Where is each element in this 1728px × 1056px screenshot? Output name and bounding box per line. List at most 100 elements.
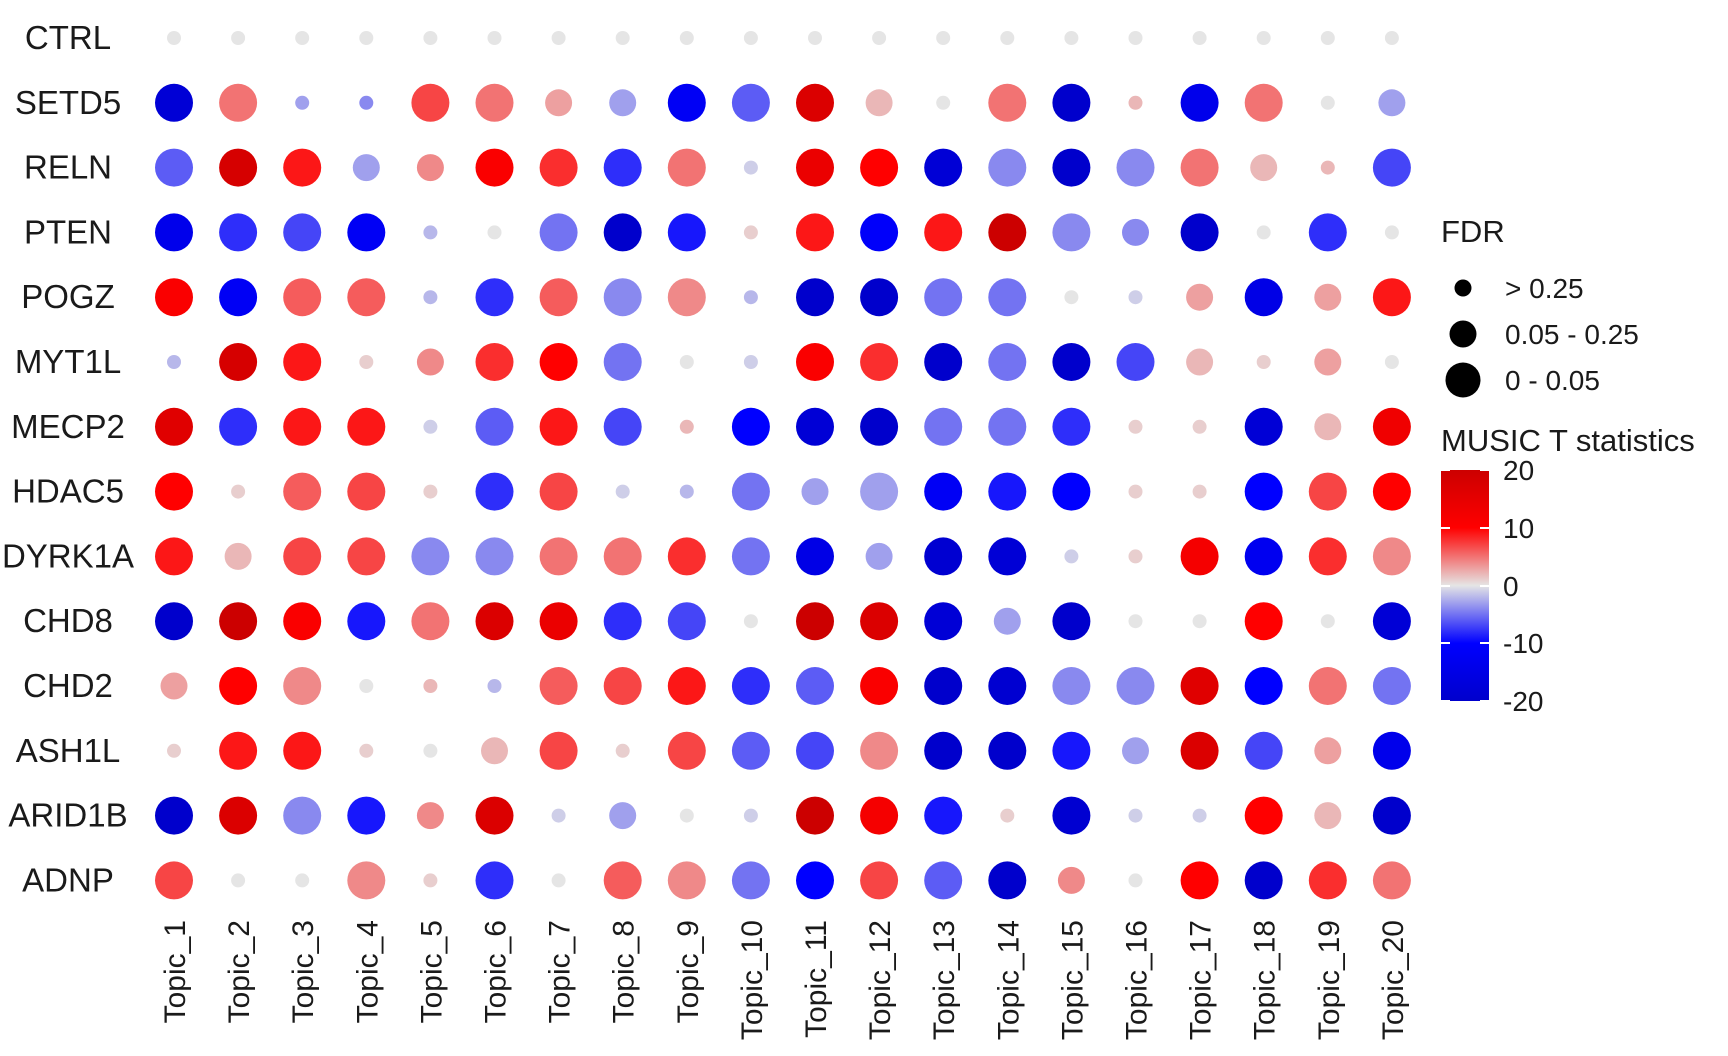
dots xyxy=(155,31,1411,900)
dot-setd5-topic-15 xyxy=(1052,83,1091,122)
dot-mecp2-topic-5 xyxy=(423,419,438,434)
dot-pten-topic-1 xyxy=(155,213,193,252)
dot-chd8-topic-18 xyxy=(1244,602,1283,641)
dot-adnp-topic-1 xyxy=(155,861,193,900)
dot-myt1l-topic-1 xyxy=(167,355,181,369)
column-label-topic-14: Topic_14 xyxy=(992,920,1025,1040)
dot-chd2-topic-7 xyxy=(539,667,578,705)
row-label-dyrk1a: DYRK1A xyxy=(2,537,134,574)
dot-dyrk1a-topic-17 xyxy=(1180,537,1219,576)
column-label-topic-20: Topic_20 xyxy=(1377,920,1410,1040)
dot-pten-topic-19 xyxy=(1308,213,1347,252)
dot-reln-topic-5 xyxy=(416,154,444,182)
dot-hdac5-topic-1 xyxy=(155,472,193,511)
dot-hdac5-topic-15 xyxy=(1052,472,1091,511)
dot-ctrl-topic-7 xyxy=(551,31,566,45)
dot-hdac5-topic-5 xyxy=(423,484,438,499)
dot-reln-topic-9 xyxy=(667,148,706,187)
dot-myt1l-topic-2 xyxy=(219,343,258,381)
dot-chd2-topic-12 xyxy=(860,667,899,705)
dot-chd8-topic-3 xyxy=(283,602,322,641)
dot-mecp2-topic-4 xyxy=(347,407,386,446)
dot-chd2-topic-17 xyxy=(1180,667,1219,705)
dot-pten-topic-11 xyxy=(796,213,834,252)
row-label-arid1b: ARID1B xyxy=(8,797,127,834)
row-label-setd5: SETD5 xyxy=(15,84,121,121)
column-label-topic-3: Topic_3 xyxy=(287,920,320,1023)
dot-reln-topic-18 xyxy=(1250,154,1278,182)
dot-pogz-topic-8 xyxy=(603,278,642,317)
dot-dyrk1a-topic-11 xyxy=(796,537,834,576)
column-label-topic-2: Topic_2 xyxy=(223,920,256,1023)
dot-adnp-topic-14 xyxy=(988,861,1027,900)
dot-dyrk1a-topic-1 xyxy=(155,537,193,576)
dot-ctrl-topic-15 xyxy=(1064,31,1079,45)
dot-setd5-topic-4 xyxy=(359,95,374,110)
dot-pogz-topic-5 xyxy=(423,290,438,305)
dot-hdac5-topic-3 xyxy=(283,472,322,511)
column-label-topic-8: Topic_8 xyxy=(608,920,641,1023)
fdr-legend-title: FDR xyxy=(1441,214,1505,249)
dot-myt1l-topic-12 xyxy=(860,343,899,381)
dot-chd8-topic-16 xyxy=(1128,614,1143,629)
dot-ash1l-topic-1 xyxy=(167,743,181,758)
dot-pogz-topic-16 xyxy=(1128,290,1143,305)
dot-adnp-topic-18 xyxy=(1244,861,1283,900)
dot-dyrk1a-topic-19 xyxy=(1308,537,1347,576)
dot-dyrk1a-topic-3 xyxy=(283,537,322,576)
dot-pogz-topic-11 xyxy=(796,278,834,317)
column-label-topic-15: Topic_15 xyxy=(1056,920,1089,1040)
dot-arid1b-topic-1 xyxy=(155,796,193,835)
dot-pten-topic-3 xyxy=(283,213,322,252)
dot-chd2-topic-18 xyxy=(1244,667,1283,705)
dot-chd8-topic-20 xyxy=(1372,602,1411,641)
dot-arid1b-topic-4 xyxy=(347,796,386,835)
dot-ash1l-topic-20 xyxy=(1372,731,1411,770)
column-label-topic-16: Topic_16 xyxy=(1121,920,1154,1040)
dot-dyrk1a-topic-10 xyxy=(731,537,770,576)
dot-ash1l-topic-14 xyxy=(988,731,1027,770)
dot-pogz-topic-7 xyxy=(539,278,578,317)
dot-mecp2-topic-12 xyxy=(860,407,899,446)
dot-chd2-topic-3 xyxy=(283,667,322,705)
dot-ash1l-topic-7 xyxy=(539,731,578,770)
dot-setd5-topic-17 xyxy=(1180,83,1219,122)
dot-ctrl-topic-17 xyxy=(1192,31,1207,45)
dot-adnp-topic-3 xyxy=(295,873,310,888)
dot-reln-topic-6 xyxy=(475,148,514,187)
dot-ash1l-topic-16 xyxy=(1122,737,1149,765)
dot-chd2-topic-1 xyxy=(160,672,188,700)
dot-ctrl-topic-12 xyxy=(872,31,887,45)
dot-myt1l-topic-10 xyxy=(743,355,758,369)
column-label-topic-5: Topic_5 xyxy=(415,920,448,1023)
dot-pogz-topic-20 xyxy=(1372,278,1411,317)
dot-pogz-topic-1 xyxy=(155,278,193,317)
dot-ctrl-topic-9 xyxy=(679,31,694,45)
dot-hdac5-topic-14 xyxy=(988,472,1027,511)
dot-ctrl-topic-2 xyxy=(231,31,246,45)
dot-chd2-topic-4 xyxy=(359,679,374,693)
column-label-topic-7: Topic_7 xyxy=(544,920,577,1023)
dot-mecp2-topic-14 xyxy=(988,407,1027,446)
dot-reln-topic-4 xyxy=(352,154,380,182)
dot-setd5-topic-6 xyxy=(475,83,514,122)
dot-chd8-topic-15 xyxy=(1052,602,1091,641)
dot-pogz-topic-4 xyxy=(347,278,386,317)
dot-pogz-topic-18 xyxy=(1244,278,1283,317)
dot-ash1l-topic-13 xyxy=(924,731,963,770)
dot-chd8-topic-10 xyxy=(743,614,758,629)
dot-arid1b-topic-8 xyxy=(609,802,637,830)
dot-myt1l-topic-19 xyxy=(1314,348,1342,376)
dot-pogz-topic-10 xyxy=(743,290,758,305)
dot-adnp-topic-15 xyxy=(1057,866,1085,894)
dot-setd5-topic-8 xyxy=(609,89,637,117)
dot-ash1l-topic-10 xyxy=(731,731,770,770)
dot-mecp2-topic-18 xyxy=(1244,407,1283,446)
row-label-chd8: CHD8 xyxy=(23,602,113,639)
dot-arid1b-topic-20 xyxy=(1372,796,1411,835)
dot-ash1l-topic-18 xyxy=(1244,731,1283,770)
dot-dyrk1a-topic-4 xyxy=(347,537,386,576)
dot-pten-topic-10 xyxy=(743,225,758,240)
dot-mecp2-topic-3 xyxy=(283,407,322,446)
